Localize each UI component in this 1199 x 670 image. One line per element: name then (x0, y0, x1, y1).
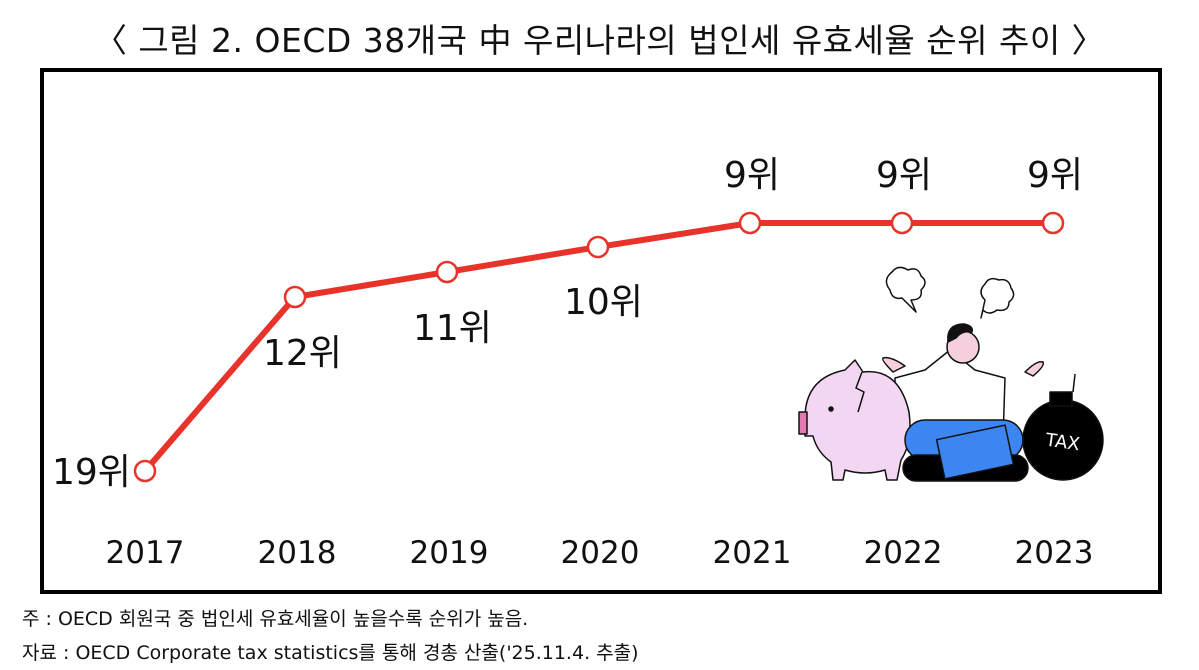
piggy-bank-icon (804, 359, 911, 481)
chart-footnote: 주 : OECD 회원국 중 법인세 유효세율이 높을수록 순위가 높음. (22, 608, 529, 630)
x-tick-2020: 2020 (561, 535, 640, 571)
label-2023: 9위 (1027, 155, 1083, 196)
label-2020: 10위 (564, 282, 643, 323)
chart-frame (40, 68, 1162, 594)
x-tick-2023: 2023 (1015, 535, 1094, 571)
chart-title: 〈 그림 2. OECD 38개국 中 우리나라의 법인세 유효세율 순위 추이… (93, 21, 1106, 60)
marker-2020 (586, 235, 610, 259)
chart-source: 자료 : OECD Corporate tax statistics를 통해 경… (22, 642, 639, 664)
marker-2021 (738, 211, 762, 235)
marker-2022 (890, 211, 914, 235)
x-tick-2019: 2019 (410, 535, 489, 571)
x-tick-2017: 2017 (106, 535, 185, 571)
x-axis-labels: 2017 2018 2019 2020 2021 2022 2023 (106, 535, 1094, 571)
label-2017: 19위 (52, 452, 131, 493)
label-2019: 11위 (413, 308, 492, 349)
x-tick-2022: 2022 (864, 535, 943, 571)
person-hair (947, 323, 974, 343)
tax-burden-illustration: TAX (798, 266, 1104, 482)
marker-2017 (133, 459, 157, 483)
marker-2019 (435, 260, 459, 284)
label-2022: 9위 (876, 155, 932, 196)
person-arm-right (1024, 360, 1045, 377)
puff-icon-right (980, 277, 1015, 319)
label-2021: 9위 (724, 155, 780, 196)
marker-2023 (1041, 211, 1065, 235)
data-labels: 19위 12위 11위 10위 9위 9위 9위 (52, 155, 1083, 493)
marker-2018 (283, 285, 307, 309)
puff-icon-left (885, 266, 926, 313)
x-tick-2018: 2018 (258, 535, 337, 571)
label-2018: 12위 (263, 333, 342, 374)
x-tick-2021: 2021 (713, 535, 792, 571)
data-markers (133, 211, 1065, 483)
bomb-label: TAX (1043, 430, 1081, 456)
person-arm-left (881, 356, 906, 373)
